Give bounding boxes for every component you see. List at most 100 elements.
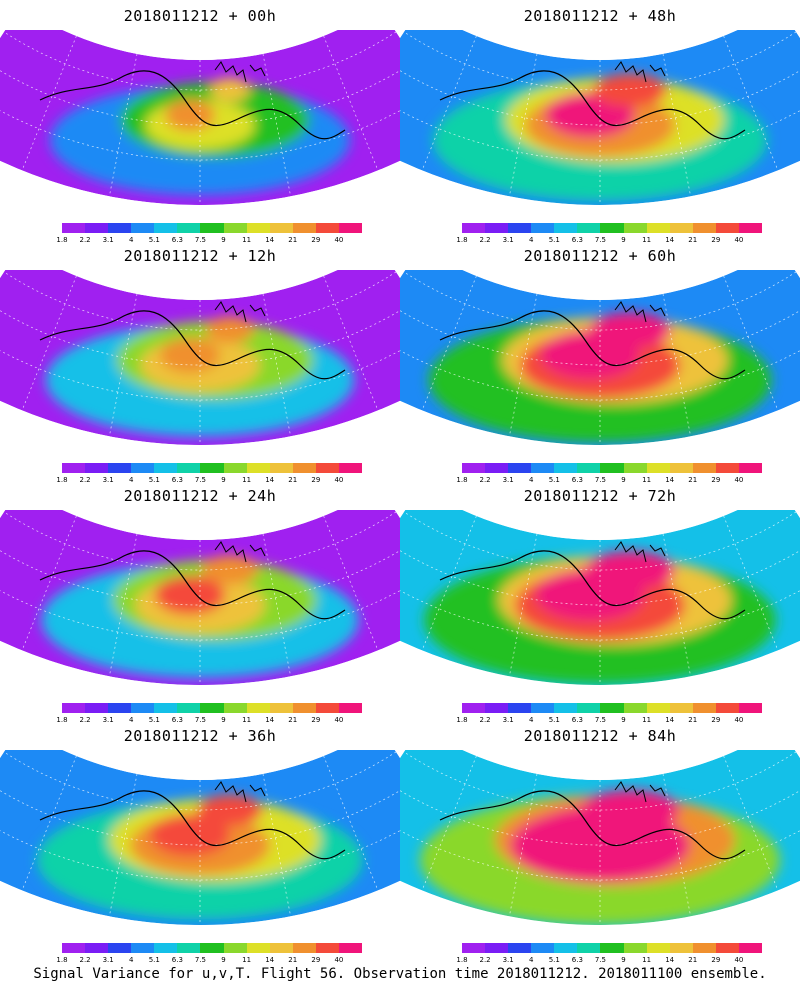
colorbar-tick-label: 4 [128,236,134,244]
colorbar-swatch [246,463,270,473]
variance-map [400,750,800,925]
latitude-line [403,751,797,811]
colorbar-swatch [131,943,155,953]
colorbar-swatch [577,943,601,953]
colorbar-tick-label: 5.1 [148,956,160,964]
longitude-line [662,773,691,917]
colorbar-tick-label: 11 [242,476,252,484]
colorbar-swatch [554,943,578,953]
colorbar [62,943,363,953]
colorbar-swatch [715,223,739,233]
colorbar-swatch [154,223,178,233]
colorbar-tick-label: 2.2 [79,956,91,964]
colorbar-swatch [154,463,178,473]
colorbar-labels: 1.8 2.2 3.1 4 5.1 6.3 7.5 9 11 14 21 29 40 [0,716,400,726]
forecast-panel: 2018011212 + 24h 1.8 2.2 3.1 4 5.1 6.3 7.5 9 11 1… [0,480,400,724]
colorbar-swatch [646,943,670,953]
colorbar-tick-label: 11 [642,476,652,484]
colorbar-tick-label: 5.1 [548,956,560,964]
coastline [439,310,746,380]
colorbar-tick-label: 40 [334,956,344,964]
colorbar-tick-label: 7.5 [194,716,207,724]
colorbar-tick-label: 4 [128,956,134,964]
figure-caption: Signal Variance for u,v,T. Flight 56. Ob… [33,966,767,982]
longitude-line [421,755,477,891]
coastline [439,550,746,620]
colorbar-swatch [462,943,486,953]
colorbar-tick-label: 2.2 [479,716,491,724]
colorbar-swatch [577,463,601,473]
colorbar-swatch [177,703,201,713]
colorbar [62,223,363,233]
colorbar-labels: 1.8 2.2 3.1 4 5.1 6.3 7.5 9 11 14 21 29 40 [400,956,800,966]
colorbar-tick-label: 29 [711,476,721,484]
colorbar [462,703,763,713]
longitude-line [662,533,691,677]
colorbar-tick-label: 29 [711,716,721,724]
colorbar-tick-label: 1.8 [56,476,68,484]
colorbar-tick-label: 7.5 [194,236,207,244]
colorbar-tick-label: 3.1 [502,956,514,964]
longitude-line [21,755,77,891]
colorbar-tick-label: 5.1 [548,236,560,244]
colorbar-tick-label: 1.8 [456,476,468,484]
colorbar-swatch [531,943,555,953]
colorbar-swatch [315,943,339,953]
arctic-islands-outline [214,61,266,83]
colorbar-tick-label: 2.2 [479,956,491,964]
panel-title: 2018011212 + 24h [123,487,277,505]
colorbar-swatch [600,703,624,713]
longitude-line [109,293,138,437]
colorbar-swatch [246,943,270,953]
colorbar-swatch [223,703,247,713]
colorbar-tick-label: 11 [642,956,652,964]
latitude-line [400,780,800,846]
colorbar-swatch [177,463,201,473]
latitude-line [0,540,400,606]
longitude-line [323,35,379,171]
colorbar-swatch [715,703,739,713]
longitude-line [323,515,379,651]
colorbar-labels: 1.8 2.2 3.1 4 5.1 6.3 7.5 9 11 14 21 29 40 [0,476,400,486]
colorbar-tick-label: 2.2 [79,236,91,244]
variance-map [400,30,800,205]
colorbar-swatch [246,223,270,233]
longitude-line [723,275,779,411]
colorbar [462,943,763,953]
colorbar-tick-label: 5.1 [148,716,160,724]
longitude-line [509,533,538,677]
colorbar [62,463,363,473]
colorbar-swatch [338,223,363,233]
colorbar-tick-label: 14 [665,476,675,484]
colorbar-swatch [200,943,224,953]
colorbar-swatch [646,463,670,473]
longitude-line [21,515,77,651]
panel-title: 2018011212 + 48h [523,7,677,25]
colorbar-tick-label: 4 [528,476,534,484]
colorbar-tick-label: 7.5 [594,476,607,484]
arctic-islands-outline [214,541,266,563]
colorbar-tick-label: 6.3 [571,956,583,964]
colorbar-tick-label: 7.5 [594,236,607,244]
colorbar-labels: 1.8 2.2 3.1 4 5.1 6.3 7.5 9 11 14 21 29 40 [400,716,800,726]
colorbar-tick-label: 5.1 [548,476,560,484]
colorbar-labels: 1.8 2.2 3.1 4 5.1 6.3 7.5 9 11 14 21 29 40 [400,476,800,486]
variance-contour [197,794,263,826]
longitude-line [421,515,477,651]
variance-contour [155,575,225,615]
colorbar-swatch [292,463,316,473]
latitude-line [0,60,400,126]
colorbar-tick-label: 11 [642,236,652,244]
latitude-line [403,31,797,91]
colorbar-swatch [531,703,555,713]
arctic-islands-outline [614,541,666,563]
colorbar-tick-label: 29 [711,956,721,964]
arctic-islands-outline [214,301,266,323]
forecast-panel: 2018011212 + 36h 1.8 2.2 3.1 4 5.1 6.3 7.5 9 11 1… [0,720,400,964]
colorbar-swatch [669,943,693,953]
colorbar-swatch [692,223,716,233]
longitude-line [723,755,779,891]
panel-title: 2018011212 + 36h [123,727,277,745]
arctic-islands-outline [614,301,666,323]
colorbar-swatch [508,463,532,473]
